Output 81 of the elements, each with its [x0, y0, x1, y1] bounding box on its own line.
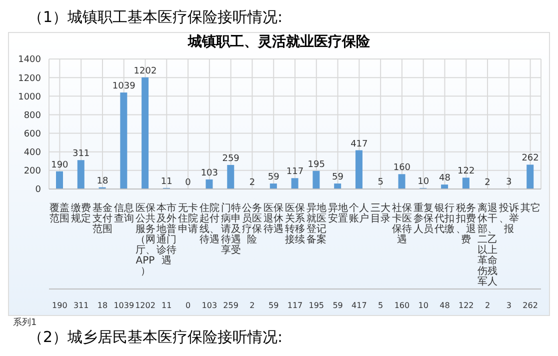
x-tick-label: 个人账户 — [349, 202, 370, 224]
x-tick-label: 社保卡医保待遇 — [392, 202, 412, 246]
x-tick-label: 银行代扣代缴 — [434, 203, 455, 235]
data-label: 122 — [458, 301, 474, 310]
x-tick-label: 税务扣费、退费 — [455, 202, 476, 246]
data-label: 190 — [52, 301, 68, 310]
text: 122 — [458, 166, 475, 177]
data-label: 48 — [440, 301, 450, 310]
text: 48 — [439, 174, 450, 184]
text: 1039 — [112, 82, 136, 92]
data-label: 59 — [332, 301, 343, 310]
x-tick-label: 医保关系转移接续 — [285, 203, 305, 246]
data-label: 3 — [506, 301, 512, 310]
x-tick-label: 离退休干部、二乙以上革命伤残军人 — [478, 202, 498, 288]
text: 262 — [522, 154, 539, 164]
text: 2 — [249, 178, 256, 188]
text: 2 — [484, 178, 490, 188]
text: 117 — [286, 167, 304, 178]
text: 1202 — [134, 66, 157, 76]
x-tick-label: 本市及外地普通门诊待遇 — [156, 202, 177, 266]
data-label: 262 — [522, 301, 538, 310]
data-label: 11 — [162, 301, 172, 310]
x-tick-label: 住院起付线、待遇 — [199, 202, 220, 246]
y-tick-label: 400 — [24, 148, 42, 158]
text: （1）城镇职工基本医疗保险接听情况: — [27, 8, 284, 28]
x-tick-label: 门特病申请及待遇享受 — [220, 202, 241, 256]
x-tick-label: 投诉、举报 — [498, 202, 519, 235]
y-tick-label: 1200 — [18, 74, 42, 84]
text: 18 — [96, 176, 108, 186]
data-label: 311 — [73, 301, 89, 310]
chart-title: 城镇职工、灵活就业医疗保险 — [186, 33, 371, 52]
text: 417 — [350, 139, 368, 150]
text: 系列1 — [13, 316, 37, 329]
text: 0 — [185, 178, 191, 188]
text: 103 — [200, 168, 218, 178]
x-tick-label: 医保退休待遇 — [264, 203, 284, 235]
x-tick-label: 缴费规定 — [71, 202, 92, 224]
data-label: 259 — [223, 301, 238, 310]
text: 59 — [268, 172, 280, 183]
x-tick-label: 异地安置 — [328, 202, 348, 224]
data-label: 18 — [97, 301, 108, 310]
text: 5 — [378, 178, 384, 188]
data-label: 160 — [394, 301, 410, 310]
x-tick-label: 覆盖范围 — [50, 202, 70, 224]
y-tick-label: 0 — [35, 185, 42, 196]
x-tick-label: 三大目录 — [370, 202, 391, 224]
text: 11 — [160, 176, 172, 187]
data-label: 2 — [484, 301, 490, 310]
text: 59 — [332, 172, 344, 183]
data-label: 103 — [202, 301, 218, 310]
text: 160 — [393, 163, 411, 174]
x-tick-label: 信息查询 — [114, 202, 134, 224]
y-tick-label: 1400 — [18, 55, 42, 66]
y-tick-label: 1000 — [18, 92, 42, 102]
y-tick-label: 800 — [24, 110, 42, 121]
text: （2）城乡居民基本医疗保险接听情况: — [27, 328, 284, 347]
x-tick-label: 其它 — [520, 202, 540, 214]
x-tick-label: 基金支付范围 — [92, 202, 112, 235]
data-label: 1039 — [114, 301, 134, 310]
data-label: 5 — [378, 301, 384, 310]
x-tick-label: 异地就医登记备案 — [306, 202, 326, 246]
text: 190 — [51, 160, 68, 170]
text: 195 — [308, 160, 325, 170]
data-label: 10 — [418, 301, 428, 310]
data-label: 1202 — [135, 301, 156, 310]
text: 10 — [418, 177, 430, 188]
data-label: 195 — [308, 301, 324, 310]
data-label: 117 — [287, 301, 303, 310]
data-label: 59 — [268, 301, 279, 310]
text: 311 — [72, 149, 90, 160]
x-tick-label: 重复参保人员 — [413, 202, 434, 235]
data-label: 2 — [250, 301, 255, 310]
x-tick-label: 无卡住院申请 — [178, 202, 198, 235]
y-tick-label: 600 — [24, 129, 42, 140]
x-tick-label: 医保公共服务（网厅、APP） — [135, 203, 156, 277]
y-tick-label: 200 — [24, 166, 42, 177]
text: 259 — [222, 154, 240, 164]
data-label: 0 — [185, 301, 191, 310]
text: 3 — [506, 178, 512, 188]
data-label: 417 — [352, 301, 367, 310]
x-tick-label: 公务员医疗保险 — [242, 202, 262, 246]
